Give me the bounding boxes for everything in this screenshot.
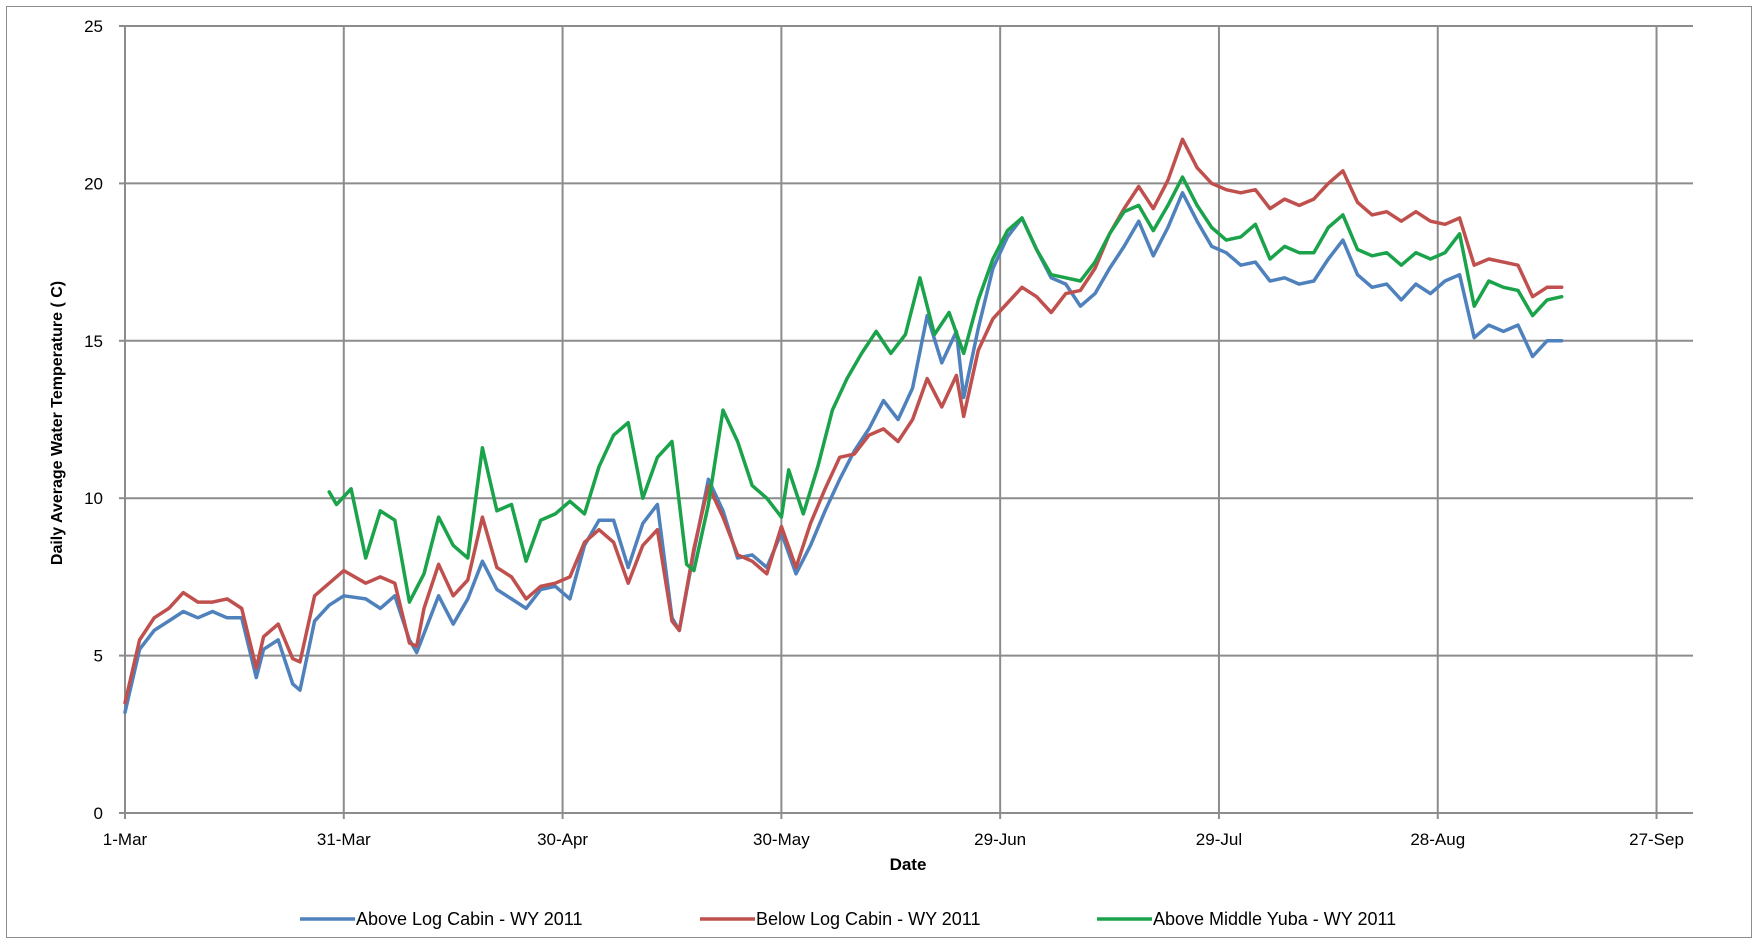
series-lines (125, 139, 1562, 712)
x-tick-label: 31-Mar (317, 830, 371, 849)
grid-lines (125, 26, 1693, 813)
legend-label-1: Above Log Cabin - WY 2011 (356, 909, 582, 929)
y-tick-label: 10 (84, 489, 103, 508)
y-tick-label: 0 (94, 804, 103, 823)
legend-label-3: Above Middle Yuba - WY 2011 (1153, 909, 1396, 929)
y-tick-label: 20 (84, 174, 103, 193)
legend: Above Log Cabin - WY 2011 Below Log Cabin… (300, 909, 1396, 929)
axes (119, 26, 1693, 819)
x-tick-label: 30-May (753, 830, 810, 849)
x-tick-label: 28-Aug (1410, 830, 1465, 849)
series-line-1 (125, 193, 1562, 713)
series-line-3 (329, 177, 1562, 602)
y-tick-label: 15 (84, 332, 103, 351)
x-axis-title: Date (890, 855, 927, 874)
x-tick-label: 30-Apr (537, 830, 588, 849)
x-tick-label: 1-Mar (103, 830, 148, 849)
y-tick-label: 25 (84, 17, 103, 36)
y-axis-title: Daily Average Water Temperature ( C) (49, 281, 66, 565)
x-tick-label: 29-Jun (974, 830, 1026, 849)
x-tick-label: 29-Jul (1196, 830, 1242, 849)
x-tick-labels: 1-Mar 31-Mar 30-Apr 30-May 29-Jun 29-Jul 28-Au… (103, 830, 1684, 849)
y-tick-labels: 0 5 10 15 20 25 (84, 17, 103, 823)
legend-label-2: Below Log Cabin - WY 2011 (756, 909, 980, 929)
y-tick-label: 5 (94, 647, 103, 666)
x-tick-label: 27-Sep (1629, 830, 1684, 849)
